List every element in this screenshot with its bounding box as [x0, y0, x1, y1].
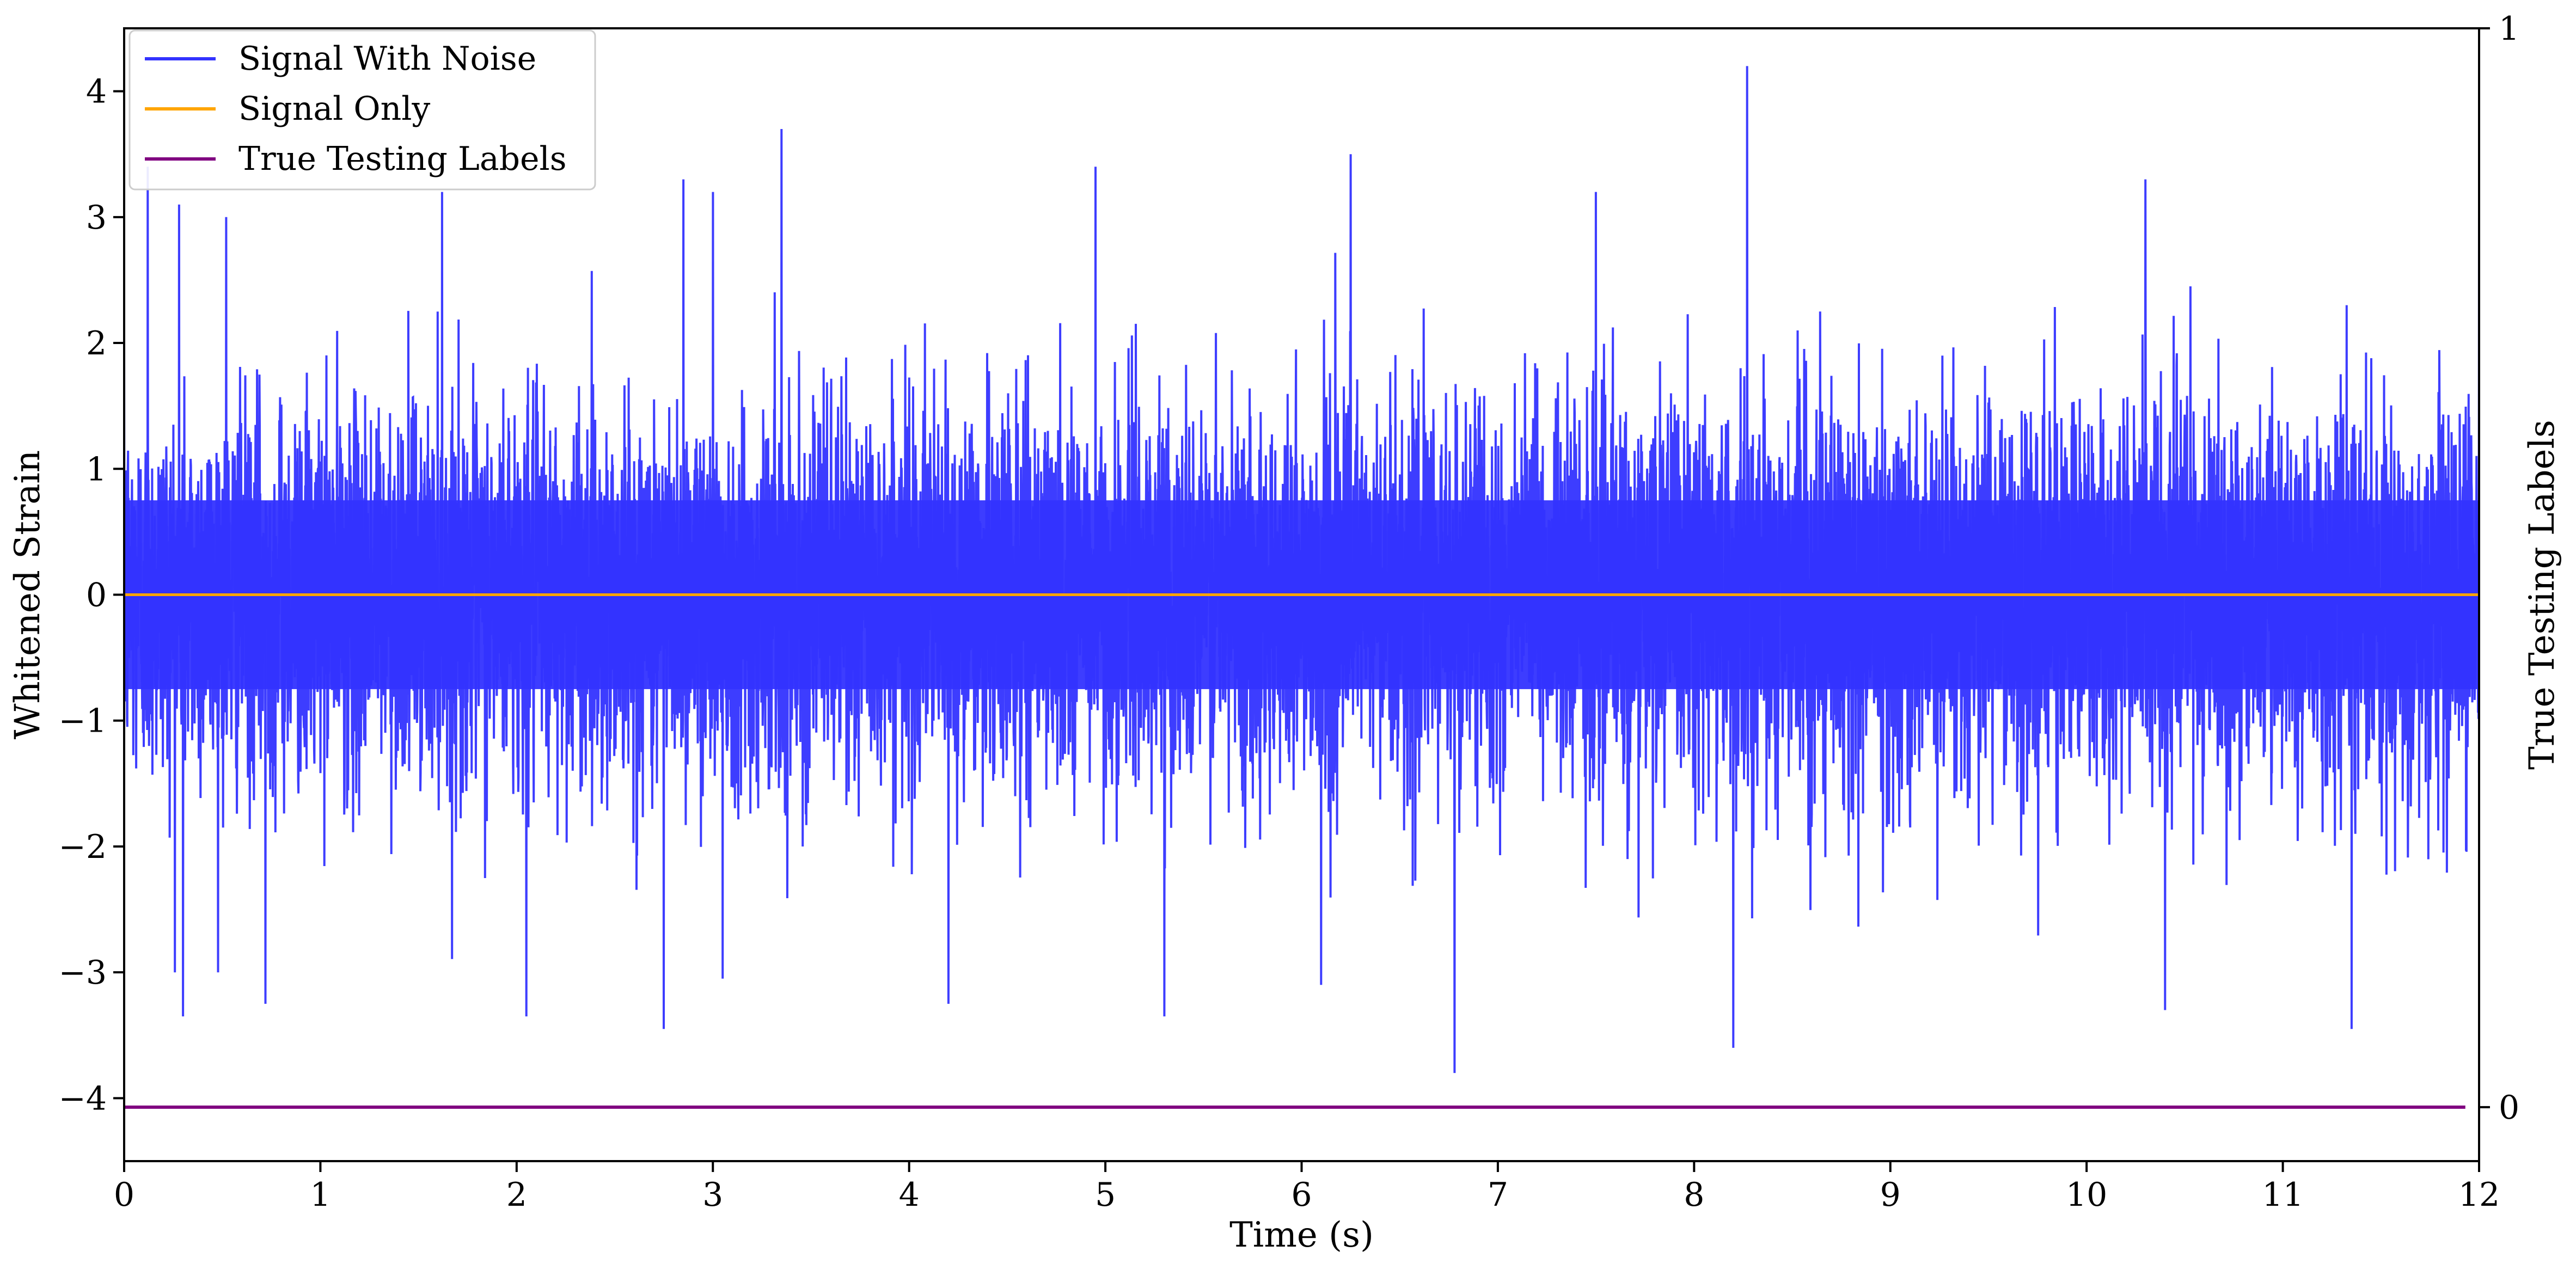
y-tick-label: −1 [59, 702, 107, 740]
y-tick-label: 4 [86, 73, 107, 111]
y2-axis-label: True Testing Labels [2522, 420, 2562, 770]
x-axis-label: Time (s) [1229, 1215, 1374, 1255]
x-tick-label: 11 [2262, 1176, 2303, 1214]
y2-tick-label: 0 [2499, 1089, 2519, 1127]
x-tick-label: 2 [506, 1176, 527, 1214]
y-tick-label: 0 [86, 576, 107, 615]
x-tick-label: 1 [310, 1176, 331, 1214]
y2-tick-label: 1 [2499, 10, 2519, 48]
y-tick-label: −2 [59, 828, 107, 866]
y-tick-label: 1 [86, 450, 107, 488]
y-tick-label: −4 [59, 1079, 107, 1118]
x-tick-label: 6 [1291, 1176, 1312, 1214]
y-tick-label: −3 [59, 954, 107, 992]
x-tick-label: 4 [899, 1176, 920, 1214]
x-tick-label: 9 [1880, 1176, 1901, 1214]
legend-entry-label: True Testing Labels [238, 140, 567, 178]
x-tick-label: 8 [1684, 1176, 1704, 1214]
legend-entry-label: Signal Only [238, 90, 430, 128]
x-tick-label: 10 [2066, 1176, 2107, 1214]
x-tick-label: 3 [702, 1176, 723, 1214]
x-tick-label: 0 [114, 1176, 134, 1214]
x-tick-label: 7 [1488, 1176, 1508, 1214]
legend: Signal With Noise Signal Only True Testing… [129, 29, 596, 191]
x-tick-label: 12 [2458, 1176, 2500, 1214]
legend-box [129, 29, 596, 191]
legend-entry-label: Signal With Noise [238, 40, 536, 78]
plot-layer [123, 66, 2480, 1109]
y-tick-label: 2 [86, 324, 107, 363]
x-tick-label: 5 [1095, 1176, 1116, 1214]
y-axis-label: Whitened Strain [8, 450, 48, 739]
y-tick-label: 3 [86, 199, 107, 237]
